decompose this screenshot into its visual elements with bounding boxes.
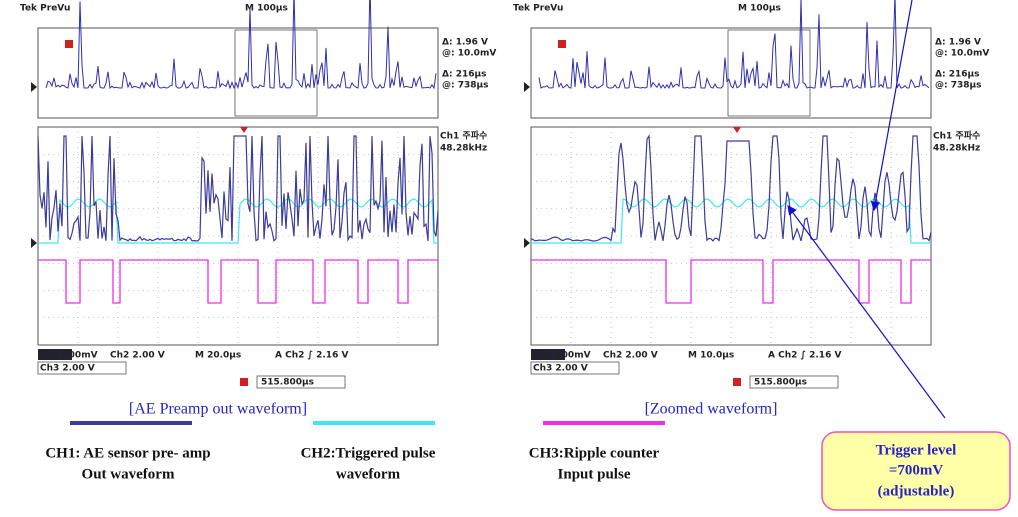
scope-readout: Ch3 2.00 V [533,364,588,374]
scope-readout: M 10.0µs [688,351,734,361]
trigger-marker [558,40,566,48]
legend-text: CH1: AE sensor pre- amp [45,445,210,461]
scope-readout: Tek PreVu [20,4,70,14]
scope-readout: Δ: 216µs [442,70,486,80]
figure: Tek PreVuM 100µsΔ: 1.96 V@: 10.0mVΔ: 216… [0,0,1018,517]
preview-frame [38,28,438,118]
scope-readout: A Ch2 ∫ 2.16 V [275,351,348,361]
scope-readout: @: 10.0mV [442,49,496,59]
scope-readout: Δ: 216µs [935,70,979,80]
scope-readout: Ch2 2.00 V [603,351,658,361]
scope-readout: @: 10.0mV [935,49,989,59]
legend-text: CH3:Ripple counter [529,445,660,461]
legend-text: waveform [336,466,401,482]
scope-readout: 48.28kHz [440,144,487,154]
scope-readout: 515.800µs [754,378,807,388]
scope-readout: @: 738µs [442,81,489,91]
scope-readout: M 20.0µs [195,351,241,361]
scope-readout: A Ch2 ∫ 2.16 V [768,351,841,361]
scope-readout: Ch1 주파수 [933,130,980,142]
callout-text: =700mV [889,462,944,478]
legend-text: CH2:Triggered pulse [301,445,436,461]
scope-readout: Ch1 500mV [533,351,591,361]
caption: [Zoomed waveform] [645,401,778,418]
scope-readout: Ch1 500mV [40,351,98,361]
legend-text: Out waveform [82,466,175,482]
preview-frame [531,28,931,118]
scope-readout: Ch1 주파수 [440,130,487,142]
legend-text: Input pulse [558,466,631,482]
scope-readout: Ch2 2.00 V [110,351,165,361]
scope-readout: Δ: 1.96 V [442,38,488,48]
callout-text: (adjustable) [878,483,955,499]
scope-readout: Δ: 1.96 V [935,38,981,48]
trigger-marker [65,40,73,48]
scope-readout: Ch3 2.00 V [40,364,95,374]
position-marker [240,378,248,386]
callout-text: Trigger level [876,442,957,458]
scope-readout: @: 738µs [935,81,982,91]
scope-readout: M 100µs [245,4,288,14]
scope-readout: M 100µs [738,4,781,14]
position-marker [733,378,741,386]
scope-readout: Tek PreVu [513,4,563,14]
scope-readout: 48.28kHz [933,144,980,154]
scope-readout: 515.800µs [261,378,314,388]
caption: [AE Preamp out waveform] [129,401,307,418]
